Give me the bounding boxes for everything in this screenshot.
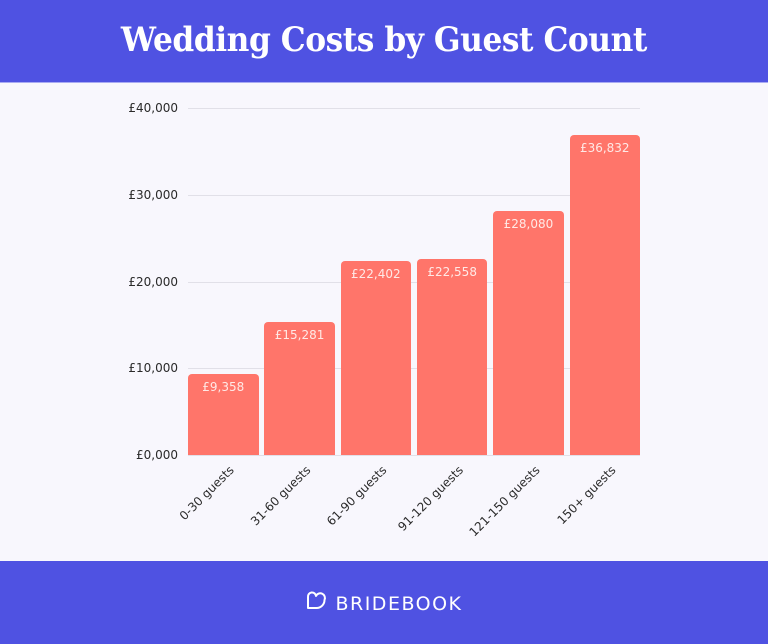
gridline xyxy=(188,194,640,196)
y-axis-tick-label: £10,000 xyxy=(128,361,178,376)
bar: £22,402 xyxy=(340,260,412,455)
gridline xyxy=(188,108,640,109)
bar-chart: £0,000 £10,000 £20,000 £30,000 £40,000 £9,358… xyxy=(0,83,768,561)
chart-title: Wedding Costs by Guest Count xyxy=(120,20,647,60)
bar-value-label: £28,080 xyxy=(503,217,554,232)
gridline xyxy=(188,281,640,283)
bar: £28,080 xyxy=(493,211,564,455)
x-axis-tick-label: 121-150 guests xyxy=(466,463,543,540)
x-axis-tick-label: 0-30 guests xyxy=(177,463,238,524)
bar-value-label: £22,402 xyxy=(351,266,401,281)
bar-value-label: £9,358 xyxy=(202,379,245,394)
y-axis-tick-label: £0,000 xyxy=(136,448,178,462)
x-axis-tick-label: 61-90 guests xyxy=(324,463,390,529)
bar-value-label: £15,281 xyxy=(274,328,325,343)
x-axis-tick-label: 91-120 guests xyxy=(395,463,467,534)
brand-logo: BRIDEBOOK xyxy=(305,591,462,616)
footer-banner: BRIDEBOOK xyxy=(0,561,768,644)
y-axis-tick-label: £20,000 xyxy=(128,274,178,289)
y-axis-tick-label: £30,000 xyxy=(128,187,178,202)
banner-divider xyxy=(0,82,768,83)
bar: £36,832 xyxy=(569,135,640,455)
bar: £9,358 xyxy=(188,373,259,455)
gridline xyxy=(188,368,640,370)
bar: £22,558 xyxy=(416,259,488,455)
heart-outline-icon xyxy=(305,591,327,616)
y-axis-tick-label: £40,000 xyxy=(128,101,178,115)
x-axis-tick-label: 31-60 guests xyxy=(248,463,314,529)
bar: £15,281 xyxy=(264,322,335,455)
brand-name: BRIDEBOOK xyxy=(335,592,463,615)
bar-value-label: £22,558 xyxy=(427,265,477,280)
bar-value-label: £36,832 xyxy=(579,141,630,156)
x-axis-tick-label: 150+ guests xyxy=(554,463,619,528)
gridline xyxy=(188,455,640,456)
title-banner: Wedding Costs by Guest Count xyxy=(0,0,768,82)
